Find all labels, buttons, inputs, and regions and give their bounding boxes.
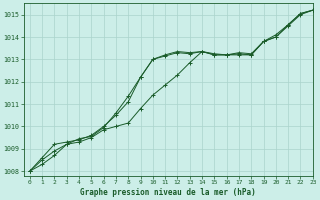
X-axis label: Graphe pression niveau de la mer (hPa): Graphe pression niveau de la mer (hPa) [80, 188, 256, 197]
